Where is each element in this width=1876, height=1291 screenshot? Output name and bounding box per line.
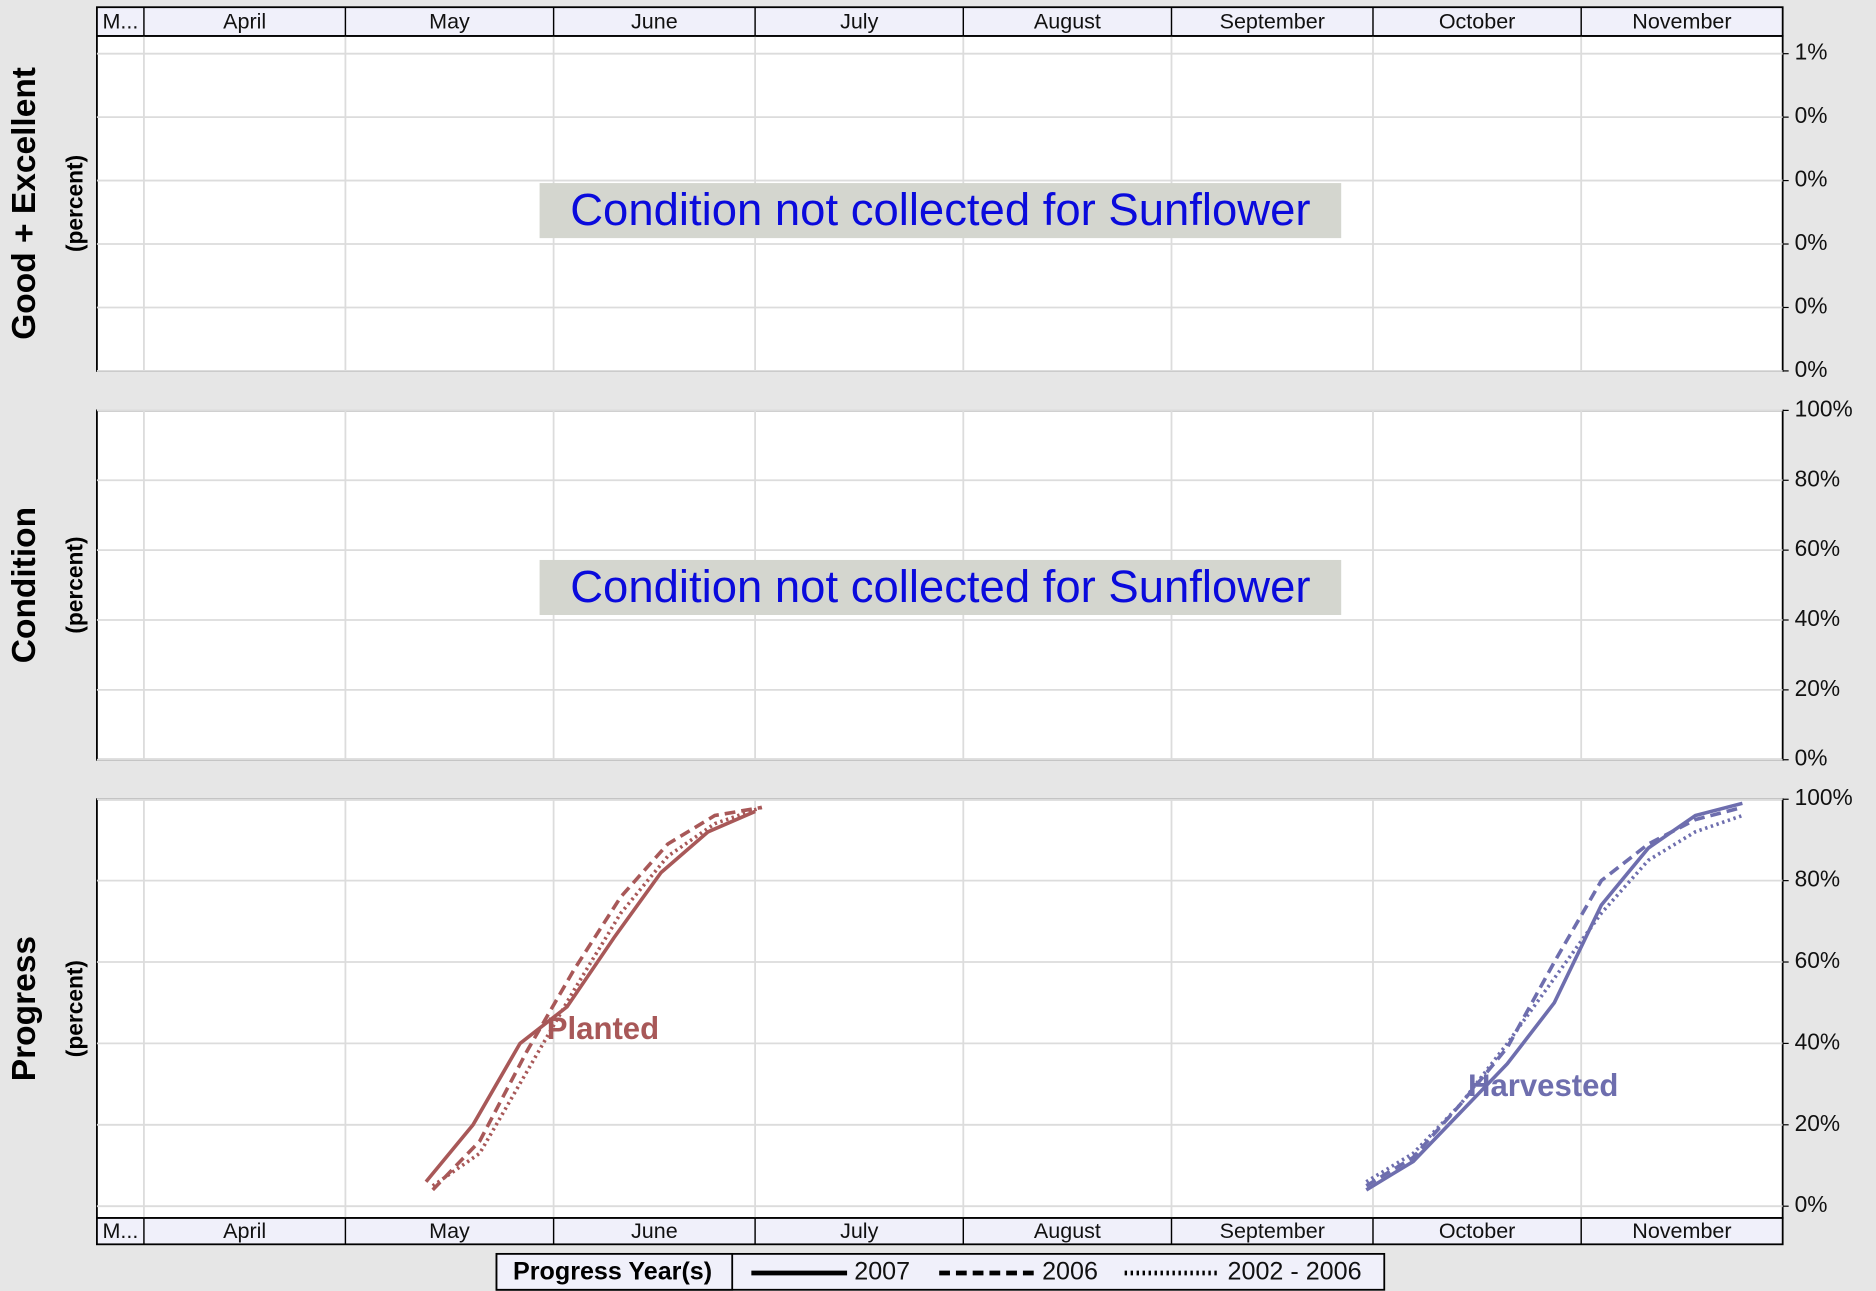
month-label: June — [631, 9, 678, 33]
month-label: October — [1439, 1219, 1516, 1243]
y-axis-sublabel: (percent) — [62, 960, 88, 1057]
legend-label: 2002 - 2006 — [1228, 1258, 1362, 1286]
y-tick-label: 100% — [1795, 395, 1853, 421]
y-tick-label: 40% — [1795, 1028, 1840, 1054]
month-label: April — [223, 1219, 266, 1243]
month-label: M... — [102, 1219, 138, 1243]
y-tick-label: 0% — [1795, 102, 1828, 128]
progress-line — [1365, 805, 1743, 1188]
legend-title-box — [495, 1252, 734, 1291]
annotation: Condition not collected for Sunflower — [570, 561, 1310, 612]
y-tick-label: 80% — [1795, 866, 1840, 892]
y-tick-label: 60% — [1795, 947, 1840, 973]
month-strip — [96, 1217, 1784, 1246]
month-label: April — [223, 9, 266, 33]
plot-area — [96, 798, 1784, 1219]
month-label: M... — [102, 9, 138, 33]
progress-line — [431, 805, 763, 1188]
progress-line — [1365, 813, 1743, 1184]
y-axis-sublabel: (percent) — [62, 536, 88, 633]
month-label: August — [1034, 1219, 1101, 1243]
annotation-box — [539, 183, 1342, 239]
y-tick-label: 1% — [1795, 39, 1828, 65]
month-label: July — [840, 1219, 879, 1243]
y-axis-sublabel: (percent) — [62, 155, 88, 252]
y-axis-label: Good + Excellent — [6, 67, 43, 340]
month-label: May — [429, 9, 470, 33]
legend-label: 2007 — [854, 1258, 910, 1286]
month-label: August — [1034, 9, 1101, 33]
month-label: May — [429, 1219, 470, 1243]
legend-title: Progress Year(s) — [513, 1258, 712, 1286]
y-tick-label: 20% — [1795, 675, 1840, 701]
y-tick-label: 0% — [1795, 745, 1828, 771]
month-label: September — [1220, 9, 1325, 33]
y-tick-label: 20% — [1795, 1110, 1840, 1136]
y-tick-label: 0% — [1795, 166, 1828, 192]
y-tick-label: 0% — [1795, 356, 1828, 382]
y-tick-label: 100% — [1795, 784, 1853, 810]
progress-line — [431, 805, 763, 1192]
month-label: November — [1632, 9, 1731, 33]
month-label: July — [840, 9, 879, 33]
y-tick-label: 0% — [1795, 1191, 1828, 1217]
y-tick-label: 0% — [1795, 229, 1828, 255]
y-axis-label: Progress — [6, 936, 43, 1081]
y-tick-label: 0% — [1795, 292, 1828, 318]
progress-line — [424, 809, 756, 1183]
month-strip — [96, 6, 1784, 37]
series-label: Planted — [547, 1011, 659, 1046]
annotation: Condition not collected for Sunflower — [570, 184, 1310, 235]
series-label: Harvested — [1468, 1068, 1618, 1103]
y-tick-label: 80% — [1795, 465, 1840, 491]
y-tick-label: 60% — [1795, 535, 1840, 561]
annotation-box — [539, 559, 1342, 615]
month-label: November — [1632, 1219, 1731, 1243]
y-axis-label: Condition — [6, 507, 43, 663]
month-label: October — [1439, 9, 1516, 33]
y-tick-label: 40% — [1795, 605, 1840, 631]
month-label: September — [1220, 1219, 1325, 1243]
legend-label: 2006 — [1042, 1258, 1098, 1286]
month-label: June — [631, 1219, 678, 1243]
